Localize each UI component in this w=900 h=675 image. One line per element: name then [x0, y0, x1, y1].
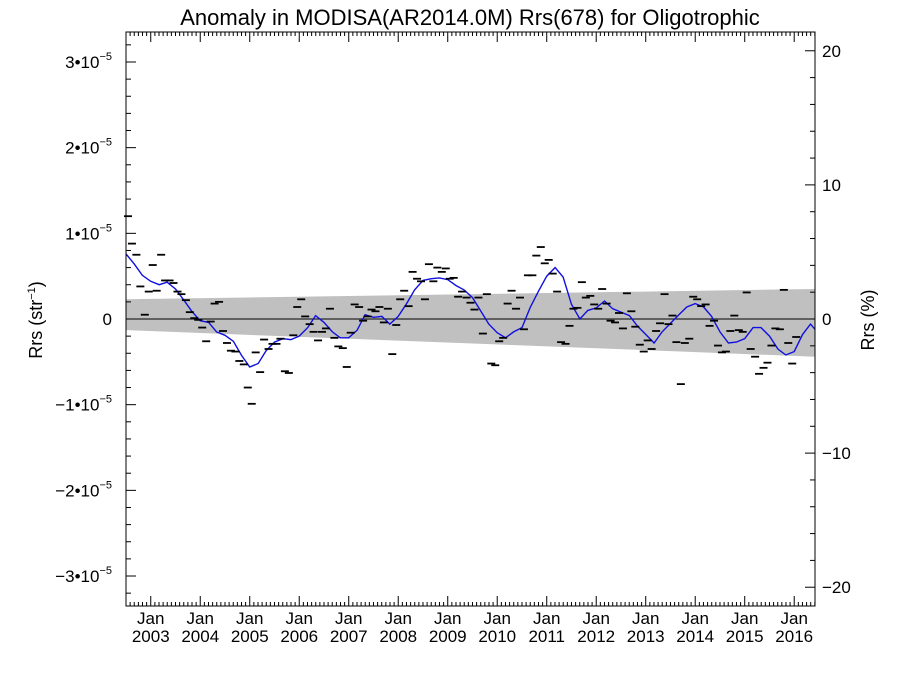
x-tick-label-month: Jan: [236, 609, 263, 628]
right-y-axis-ticks: 20 10 0 −10 −20: [805, 42, 851, 597]
x-tick-label-year: 2016: [775, 627, 813, 646]
x-tick-label-year: 2005: [231, 627, 269, 646]
x-tick-label-month: Jan: [434, 609, 461, 628]
y-right-tick-label: 0: [822, 310, 831, 329]
y-right-tick-label: 20: [822, 42, 841, 61]
x-tick-label-month: Jan: [682, 609, 709, 628]
x-tick-label-month: Jan: [632, 609, 659, 628]
uncertainty-band: [126, 289, 815, 357]
chart-title: Anomaly in MODISA(AR2014.0M) Rrs(678) fo…: [180, 5, 760, 30]
x-tick-label-year: 2013: [627, 627, 665, 646]
left-y-axis-ticks: 3•10−5 2•10−5 1•10−5 0 −1•10−5 −2•10−5 −3•10−5: [55, 44, 136, 594]
x-tick-label-year: 2008: [379, 627, 417, 646]
x-tick-label-month: Jan: [187, 609, 214, 628]
y-left-tick-label: −2•10−5: [55, 479, 112, 500]
x-tick-label-month: Jan: [286, 609, 313, 628]
x-tick-label-year: 2004: [181, 627, 219, 646]
x-tick-label-month: Jan: [335, 609, 362, 628]
y-right-tick-label: 10: [822, 176, 841, 195]
x-tick-label-year: 2007: [330, 627, 368, 646]
x-tick-label-year: 2006: [280, 627, 318, 646]
x-tick-label-year: 2015: [726, 627, 764, 646]
y-right-tick-label: −20: [822, 578, 851, 597]
y-left-tick-label: −3•10−5: [55, 565, 112, 586]
x-tick-label-year: 2011: [528, 627, 565, 646]
x-tick-label-month: Jan: [731, 609, 758, 628]
y-left-tick-label: 2•10−5: [65, 137, 112, 158]
x-tick-label-year: 2010: [478, 627, 516, 646]
uncertainty-band-layer: [126, 289, 815, 357]
x-tick-label-month: Jan: [137, 609, 164, 628]
y-left-tick-label: 0: [103, 310, 112, 329]
x-tick-label-month: Jan: [781, 609, 808, 628]
x-tick-label-month: Jan: [533, 609, 560, 628]
x-tick-label-month: Jan: [583, 609, 610, 628]
x-tick-label-year: 2003: [132, 627, 170, 646]
monthly-anomaly-points: [123, 215, 801, 405]
x-tick-label-year: 2014: [676, 627, 714, 646]
x-tick-label-month: Jan: [484, 609, 511, 628]
x-tick-label-year: 2012: [577, 627, 615, 646]
y-left-tick-label: 1•10−5: [65, 222, 112, 243]
right-y-axis-label: Rrs (%): [858, 290, 878, 351]
x-axis-ticks: Jan2003Jan2004Jan2005Jan2006Jan2007Jan20…: [125, 32, 816, 646]
y-left-tick-label: 3•10−5: [65, 51, 112, 72]
y-left-tick-label: −1•10−5: [55, 394, 112, 415]
y-right-tick-label: −10: [822, 444, 851, 463]
left-y-axis-label: Rrs (str−1): [26, 281, 46, 359]
x-tick-label-month: Jan: [385, 609, 412, 628]
x-tick-label-year: 2009: [429, 627, 467, 646]
